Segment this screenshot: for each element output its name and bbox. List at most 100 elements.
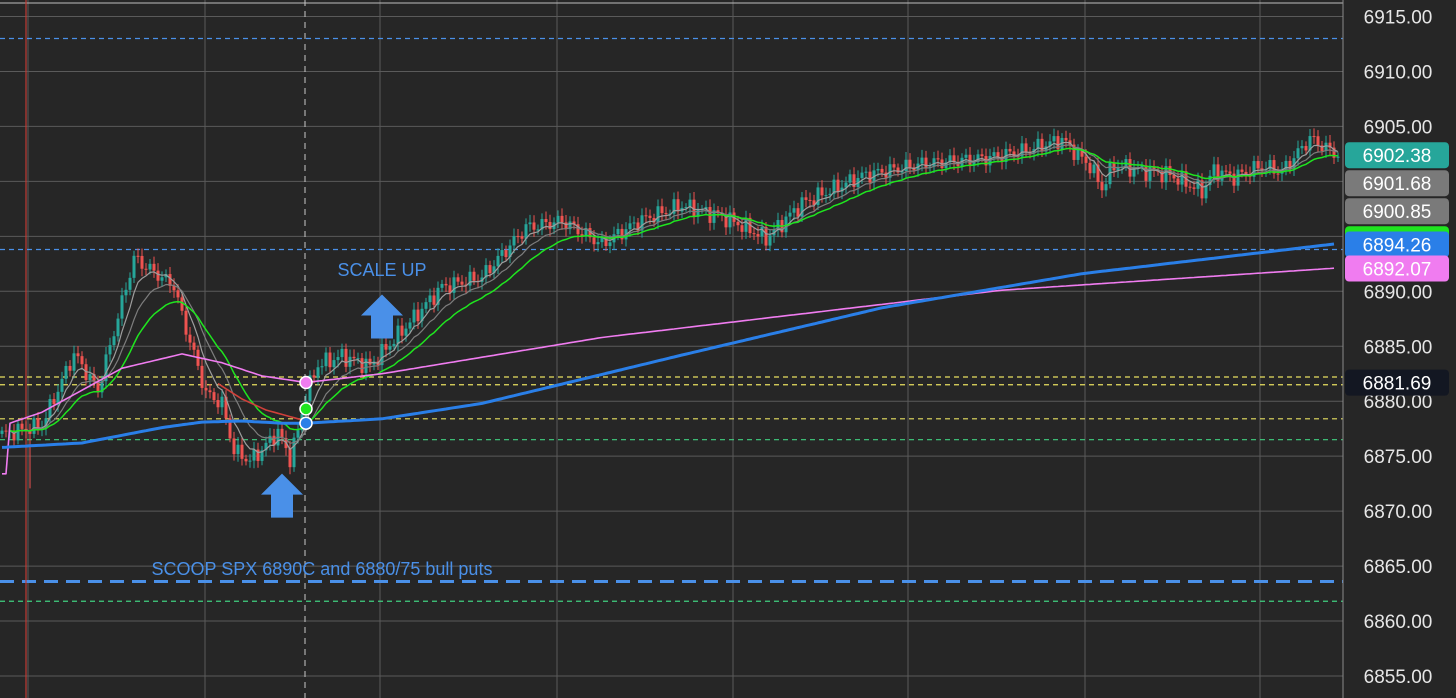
candle-body	[1040, 138, 1044, 152]
candle-body	[252, 449, 256, 461]
grid-lines	[0, 0, 1343, 698]
candle-body	[16, 423, 20, 441]
candle-body	[1228, 171, 1232, 174]
candle-body	[664, 213, 668, 215]
candle-body	[808, 199, 812, 201]
candle-body	[492, 266, 496, 274]
candle-body	[1112, 162, 1116, 171]
candle-body	[212, 392, 216, 401]
candle-body	[584, 228, 588, 237]
candle-body	[216, 400, 220, 408]
candle-body	[136, 255, 140, 257]
candle-body	[1116, 167, 1120, 171]
candle-body	[432, 295, 436, 305]
candle-body	[264, 442, 268, 451]
candle-body	[224, 396, 228, 419]
candle-body	[260, 450, 264, 461]
candle-body	[996, 152, 1000, 157]
candle-body	[1092, 164, 1096, 174]
candle-body	[576, 224, 580, 235]
price-tick-label: 6860.00	[1364, 612, 1433, 633]
candle-body	[344, 348, 348, 367]
candle-body	[164, 274, 168, 278]
candle-body	[1332, 147, 1336, 158]
candle-body	[540, 219, 544, 230]
ma-fast-line	[9, 141, 1339, 454]
ma-blue-line	[1, 242, 1335, 449]
candle-body	[796, 208, 800, 217]
candle-body	[1008, 148, 1012, 152]
candle-body	[416, 309, 420, 322]
candle-body	[340, 348, 344, 358]
candle-body	[860, 172, 864, 178]
candle-body	[1096, 164, 1100, 183]
candle-body	[408, 322, 412, 329]
candle-body	[648, 215, 652, 218]
candle-body	[1252, 161, 1256, 177]
price-tick-label: 6875.00	[1364, 447, 1433, 468]
candle-body	[792, 208, 796, 213]
candle-body	[392, 343, 396, 347]
price-axis-panel[interactable]	[1343, 0, 1456, 698]
price-tick-label: 6855.00	[1364, 667, 1433, 688]
candle-body	[1300, 146, 1304, 149]
candle-body	[1268, 160, 1272, 170]
candle-body	[428, 295, 432, 303]
candle-body	[1200, 180, 1204, 199]
candle-body	[100, 381, 104, 393]
annotations: SCALE UP SCOOP SPX 6890C and 6880/75 bull…	[152, 260, 493, 579]
price-tag[interactable]	[1345, 231, 1449, 258]
candle-body	[844, 182, 848, 188]
candle-body	[932, 158, 936, 167]
price-tag[interactable]	[1345, 255, 1449, 282]
price-tick-label: 6885.00	[1364, 337, 1433, 358]
candle-body	[188, 334, 192, 343]
signal-markers	[299, 375, 313, 430]
candle-body	[316, 367, 320, 378]
candle-body	[1188, 186, 1192, 188]
price-tag-label: 6900.85	[1363, 202, 1432, 223]
candle-body	[456, 277, 460, 282]
price-tag[interactable]	[1345, 142, 1449, 169]
candle-body	[112, 336, 116, 346]
candle-body	[468, 271, 472, 286]
candle-body	[760, 226, 764, 237]
candle-body	[20, 423, 24, 429]
price-tick-label: 6870.00	[1364, 502, 1433, 523]
candle-body	[472, 271, 476, 281]
price-tag[interactable]	[1345, 170, 1449, 197]
candle-body	[676, 199, 680, 212]
candle-body	[144, 268, 148, 270]
candle-body	[248, 460, 252, 462]
price-tag[interactable]	[1345, 198, 1449, 225]
candle-body	[728, 212, 732, 228]
price-tick-label: 6865.00	[1364, 557, 1433, 578]
candle-body	[464, 284, 468, 286]
candle-body	[352, 356, 356, 359]
price-tag-label: 6881.69	[1363, 374, 1432, 395]
candle-body	[852, 174, 856, 187]
candle-body	[800, 197, 804, 217]
candle-body	[900, 171, 904, 173]
candle-body	[120, 295, 124, 319]
candle-body	[744, 217, 748, 232]
candle-body	[360, 358, 364, 373]
candle-body	[968, 154, 972, 165]
candle-body	[292, 437, 296, 468]
candle-body	[76, 353, 80, 357]
candle-body	[784, 216, 788, 233]
candle-body	[1308, 136, 1312, 151]
candle-body	[312, 375, 316, 378]
candle-body	[268, 435, 272, 443]
candle-body	[500, 250, 504, 256]
candle-body	[572, 221, 576, 225]
candle-body	[724, 215, 728, 228]
candle-body	[564, 222, 568, 230]
candle-body	[560, 215, 564, 223]
candle-body	[348, 356, 352, 367]
price-tag[interactable]	[1345, 369, 1449, 396]
candle-body	[588, 228, 592, 238]
ma-pink-line	[2, 267, 1335, 475]
candle-body	[556, 215, 560, 223]
